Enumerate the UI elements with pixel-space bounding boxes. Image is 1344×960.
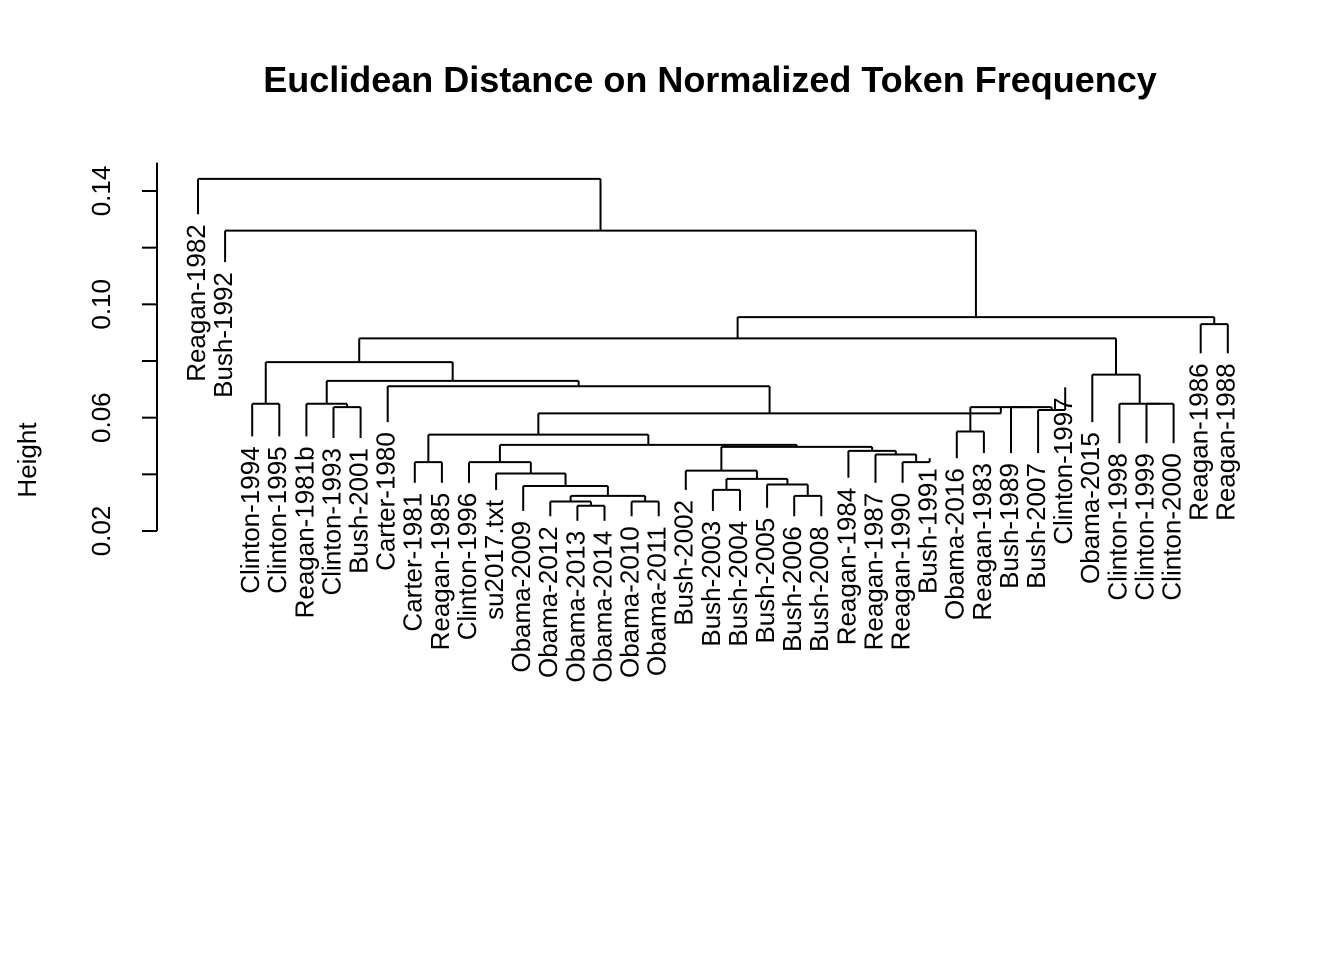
leaf-label: Clinton-2000 xyxy=(1156,453,1186,600)
leaf-label: Bush-1989 xyxy=(994,463,1024,589)
y-axis-label: Height xyxy=(12,422,42,498)
leaf-label: Reagan-1988 xyxy=(1211,363,1241,521)
leaf-label: Reagan-1987 xyxy=(858,493,888,651)
leaf-label: Reagan-1986 xyxy=(1184,363,1214,521)
y-tick-label: 0.02 xyxy=(86,506,116,557)
leaf-labels: Reagan-1982Bush-1992Clinton-1994Clinton-… xyxy=(181,224,1241,682)
leaf-label: Obama-2014 xyxy=(587,531,617,683)
leaf-label: Bush-2002 xyxy=(669,500,699,626)
leaf-label: Obama-2015 xyxy=(1075,432,1105,584)
leaf-label: Carter-1980 xyxy=(371,432,401,571)
leaf-label: Reagan-1982 xyxy=(181,224,211,382)
leaf-label: Obama-2011 xyxy=(642,526,672,676)
leaf-label: Clinton-1995 xyxy=(262,446,292,593)
leaf-label: Obama-2009 xyxy=(506,521,536,673)
leaf-label: Obama-2012 xyxy=(533,526,563,678)
leaf-label: su2017.txt xyxy=(479,499,509,620)
leaf-label: Carter-1981 xyxy=(398,493,428,632)
leaf-label: Reagan-1981b xyxy=(289,446,319,618)
chart-title: Euclidean Distance on Normalized Token F… xyxy=(263,59,1157,100)
y-tick-label: 0.06 xyxy=(86,392,116,443)
leaf-label: Obama-2016 xyxy=(940,468,970,620)
leaf-label: Clinton-1997 xyxy=(1048,397,1078,544)
y-tick-label: 0.14 xyxy=(86,166,116,217)
leaf-label: Bush-1991 xyxy=(913,468,943,594)
leaf-label: Bush-2008 xyxy=(804,526,834,652)
leaf-label: Bush-2007 xyxy=(1021,463,1051,589)
leaf-label: Clinton-1999 xyxy=(1129,453,1159,600)
leaf-label: Bush-2004 xyxy=(723,521,753,647)
dendrogram-tree xyxy=(197,177,1229,521)
leaf-label: Clinton-1994 xyxy=(235,446,265,593)
leaf-label: Reagan-1985 xyxy=(425,493,455,651)
leaf-label: Clinton-1993 xyxy=(316,448,346,595)
leaf-label: Obama-2010 xyxy=(614,526,644,678)
leaf-label: Bush-2003 xyxy=(696,521,726,647)
leaf-label: Bush-2005 xyxy=(750,518,780,644)
leaf-label: Obama-2013 xyxy=(560,531,590,683)
y-tick-label: 0.10 xyxy=(86,279,116,330)
leaf-label: Bush-2001 xyxy=(343,448,373,574)
leaf-label: Clinton-1998 xyxy=(1102,453,1132,600)
leaf-label: Bush-2006 xyxy=(777,526,807,652)
leaf-label: Bush-1992 xyxy=(208,272,238,398)
leaf-label: Reagan-1990 xyxy=(885,493,915,651)
leaf-label: Reagan-1983 xyxy=(967,463,997,621)
leaf-label: Reagan-1984 xyxy=(831,488,861,646)
y-axis: 0.02 0.06 0.10 0.14 xyxy=(86,162,158,557)
leaf-label: Clinton-1996 xyxy=(452,493,482,640)
